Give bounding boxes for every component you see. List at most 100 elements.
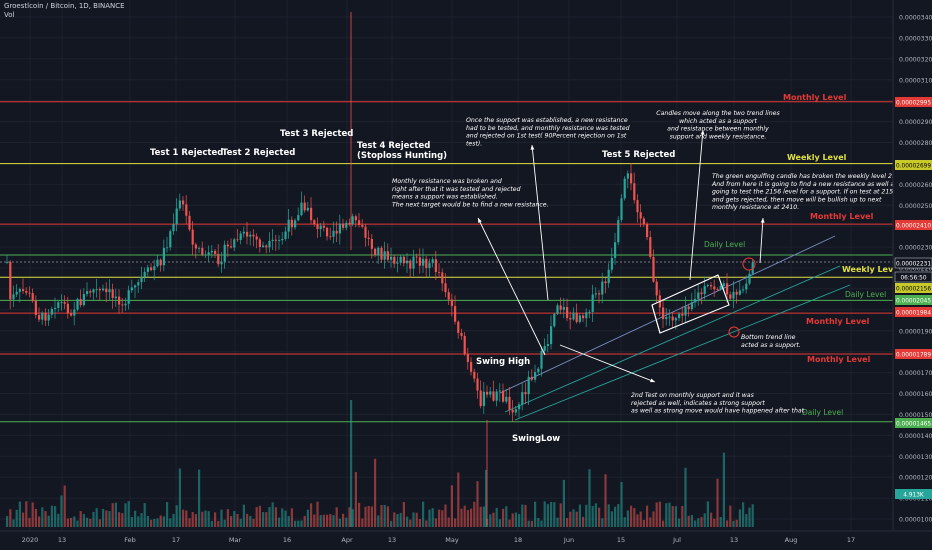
- candle-body: [748, 273, 751, 284]
- candle-body: [130, 287, 133, 291]
- candle-body: [735, 291, 738, 295]
- candle-body: [322, 225, 325, 228]
- price-tag: [895, 489, 932, 499]
- candle-body: [473, 371, 476, 379]
- volume-bar: [319, 515, 322, 527]
- volume-bar: [217, 520, 220, 527]
- test3-label: Test 3 Rejected: [280, 129, 353, 139]
- volume-bar: [553, 502, 556, 527]
- volume-bar: [159, 515, 162, 527]
- candle-body: [726, 283, 729, 295]
- volume-bar: [380, 505, 383, 527]
- candle-body: [674, 318, 677, 321]
- candle-body: [249, 234, 252, 237]
- volume-bar: [34, 508, 37, 527]
- candle-body: [118, 296, 121, 305]
- price-tag-label: 0.00002045: [896, 298, 931, 304]
- candle-body: [537, 368, 540, 373]
- volume-bar: [425, 520, 428, 527]
- second-test-note: 2nd Test on monthly support and it was: [631, 391, 755, 399]
- candle-body: [57, 302, 60, 308]
- test4-label: Test 4 Rejected: [357, 141, 430, 151]
- time-tick-label: 16: [283, 536, 291, 544]
- candle-body: [134, 285, 137, 288]
- volume-bar: [127, 501, 130, 527]
- time-tick-label: 17: [847, 536, 855, 544]
- volume-bar: [226, 509, 229, 527]
- volume-bar: [210, 520, 213, 527]
- volume-bar: [460, 508, 463, 527]
- candle-body: [556, 305, 559, 314]
- candle-body: [418, 257, 421, 266]
- candle-body: [550, 326, 553, 345]
- candle-body: [540, 350, 543, 369]
- volume-bar: [671, 506, 674, 527]
- volume-bar: [393, 512, 396, 527]
- volume-bar: [402, 502, 405, 527]
- time-tick-label: May: [445, 536, 459, 544]
- time-tick-label: 18: [514, 536, 522, 544]
- volume-bar: [281, 508, 284, 527]
- candle-body: [204, 254, 207, 256]
- swing-low-label: SwingLow: [512, 434, 560, 444]
- volume-bar: [617, 504, 620, 527]
- candle-body: [22, 289, 25, 291]
- level-label: Monthly Level: [783, 93, 847, 102]
- volume-bar: [118, 512, 121, 527]
- volume-bar: [175, 505, 178, 527]
- volume-bar: [742, 502, 745, 527]
- volume-bar: [162, 516, 165, 527]
- candle-body: [335, 230, 338, 234]
- candle-body: [54, 307, 57, 310]
- candle-body: [313, 220, 316, 225]
- volume-bar: [662, 520, 665, 527]
- volume-bar: [214, 512, 217, 527]
- candle-body: [246, 231, 249, 237]
- candle-body: [687, 306, 690, 310]
- candle-body: [351, 216, 354, 225]
- volume-bar: [495, 507, 498, 527]
- price-tag: [895, 97, 932, 107]
- candle-body: [684, 306, 687, 316]
- candle-body: [476, 378, 479, 391]
- volume-bar: [700, 517, 703, 527]
- volume-bar: [556, 517, 559, 527]
- volume-bar: [578, 504, 581, 527]
- volume-bar: [166, 502, 169, 527]
- candle-body: [454, 306, 457, 322]
- candle-body: [364, 226, 367, 238]
- candle-body: [124, 303, 127, 306]
- volume-bar: [316, 501, 319, 527]
- candle-body: [623, 178, 626, 199]
- monthly-note: means a support was established.: [392, 193, 498, 201]
- candle-body: [92, 289, 95, 293]
- candle-body: [745, 283, 748, 290]
- candle-body: [732, 291, 735, 299]
- candle-body: [105, 288, 108, 293]
- volume-bar: [751, 504, 754, 527]
- volume-bar: [745, 514, 748, 527]
- volume-bar: [12, 519, 15, 527]
- candle-body: [380, 247, 383, 260]
- volume-bar: [150, 519, 153, 527]
- volume-bar: [614, 506, 617, 527]
- volume-bar: [313, 514, 316, 527]
- volume-bar: [290, 508, 293, 527]
- volume-bar: [550, 501, 553, 527]
- time-axis[interactable]: 2020 13 Feb 17 Mar 16 Apr 13 May 18 Jun 15 Jul 13 Aug 1…: [0, 530, 932, 550]
- candle-body: [38, 314, 41, 320]
- volume-bar: [249, 515, 252, 527]
- volume-bar: [9, 509, 12, 527]
- candle-body: [630, 173, 633, 184]
- volume-bar: [342, 513, 345, 527]
- volume-bar: [370, 506, 373, 527]
- volume-bar: [665, 503, 668, 527]
- candle-body: [284, 231, 287, 239]
- candle-body: [66, 303, 69, 314]
- candle-body: [742, 289, 745, 291]
- arrow-head: [650, 378, 655, 383]
- candle-body: [79, 298, 82, 306]
